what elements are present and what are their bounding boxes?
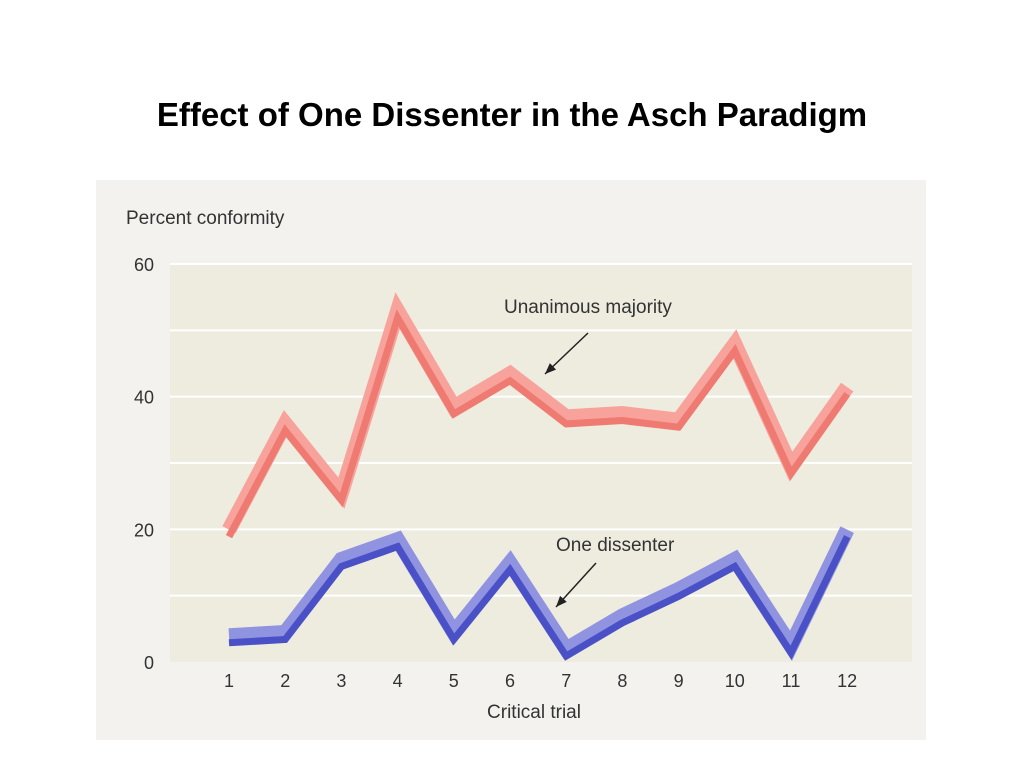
x-tick-label: 10 <box>725 671 745 691</box>
x-tick-label: 9 <box>674 671 684 691</box>
x-axis-label: Critical trial <box>487 702 581 723</box>
chart-figure: 0 20 40 60 1 2 3 4 5 6 7 8 9 10 11 12 Unanimous majori… <box>96 180 926 740</box>
series-line-band <box>228 526 854 661</box>
x-tick-label: 6 <box>505 671 515 691</box>
series-label: One dissenter <box>556 535 675 556</box>
series-line-edge <box>225 309 851 539</box>
x-tick-label: 12 <box>837 671 857 691</box>
annotation-arrowhead <box>545 363 557 374</box>
series-lines <box>222 292 854 661</box>
x-tick-label: 3 <box>336 671 346 691</box>
y-tick-labels: 0 20 40 60 <box>134 255 154 673</box>
y-tick-label: 20 <box>134 520 154 540</box>
y-tick-label: 60 <box>134 255 154 275</box>
series-label: Unanimous majority <box>504 297 672 318</box>
x-tick-label: 2 <box>280 671 290 691</box>
x-tick-label: 1 <box>224 671 234 691</box>
x-tick-label: 5 <box>449 671 459 691</box>
x-tick-label: 11 <box>782 671 801 691</box>
y-tick-label: 0 <box>144 653 154 673</box>
y-tick-label: 40 <box>134 388 154 408</box>
slide-title: Effect of One Dissenter in the Asch Para… <box>156 96 868 133</box>
y-axis-label: Percent conformity <box>126 208 285 229</box>
annotation-arrowhead <box>556 595 567 607</box>
x-tick-label: 8 <box>617 671 627 691</box>
x-tick-label: 4 <box>393 671 403 691</box>
x-tick-label: 7 <box>561 671 571 691</box>
x-tick-labels: 1 2 3 4 5 6 7 8 9 10 11 12 <box>224 671 857 691</box>
series-annotations: Unanimous majority One dissenter <box>504 297 675 608</box>
series-line-edge <box>228 535 851 661</box>
